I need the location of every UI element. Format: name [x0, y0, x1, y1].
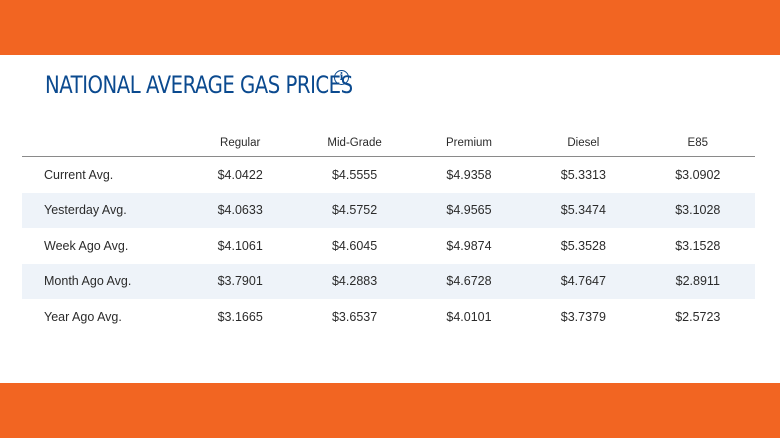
- column-header: Premium: [411, 130, 527, 157]
- price-cell: $2.5723: [675, 309, 721, 324]
- price-cell: $3.7379: [560, 309, 606, 324]
- table-header-row: Regular Mid-Grade Premium Diesel E85: [22, 130, 755, 157]
- price-cell: $2.8911: [640, 263, 755, 299]
- price-cell: $4.5555: [331, 167, 378, 182]
- price-cell: $3.0902: [675, 167, 721, 182]
- price-cell: $4.9874: [446, 238, 492, 253]
- price-cell: $4.0422: [217, 167, 263, 182]
- page-title: NATIONAL AVERAGE GAS PRICES: [45, 71, 353, 99]
- top-banner: [0, 0, 780, 55]
- price-cell: $5.3528: [560, 238, 606, 253]
- title-group: NATIONAL AVERAGE GAS PRICES i: [45, 68, 420, 102]
- row-label-header: [22, 130, 183, 157]
- table-row: Current Avg. $4.0422 $4.5555 $4.9358 $5.…: [22, 157, 755, 193]
- price-cell: $4.1061: [217, 238, 263, 253]
- row-label: Week Ago Avg.: [44, 238, 129, 253]
- row-label: Year Ago Avg.: [44, 309, 122, 324]
- bottom-banner: [0, 383, 780, 438]
- column-header: Diesel: [526, 130, 641, 157]
- column-header: Mid-Grade: [297, 130, 412, 157]
- price-cell: $4.9358: [446, 167, 492, 182]
- price-cell: $4.6728: [411, 263, 527, 299]
- price-cell: $3.7901: [183, 263, 298, 299]
- table-row: Month Ago Avg. $3.7901 $4.2883 $4.6728 $…: [22, 263, 755, 299]
- price-cell: $4.2883: [297, 263, 412, 299]
- price-cell: $4.5752: [297, 192, 412, 228]
- row-label: Current Avg.: [44, 167, 114, 182]
- price-cell: $4.0101: [446, 309, 492, 324]
- row-label: Month Ago Avg.: [22, 263, 183, 299]
- price-cell: $3.1028: [640, 192, 755, 228]
- table-row: Yesterday Avg. $4.0633 $4.5752 $4.9565 $…: [22, 192, 755, 228]
- gas-prices-table: Regular Mid-Grade Premium Diesel E85 Cur…: [22, 130, 755, 335]
- price-cell: $4.6045: [331, 238, 378, 253]
- price-cell: $3.1665: [217, 309, 263, 324]
- price-cell: $4.9565: [411, 192, 527, 228]
- price-cell: $3.6537: [331, 309, 378, 324]
- price-cell: $5.3313: [560, 167, 606, 182]
- price-cell: $3.1528: [675, 238, 721, 253]
- table-row: Year Ago Avg. $3.1665 $3.6537 $4.0101 $3…: [22, 299, 755, 335]
- info-icon[interactable]: i: [334, 70, 349, 85]
- column-header: Regular: [183, 130, 298, 157]
- price-cell: $4.0633: [183, 192, 298, 228]
- row-label: Yesterday Avg.: [22, 192, 183, 228]
- price-cell: $4.7647: [526, 263, 641, 299]
- column-header: E85: [640, 130, 755, 157]
- table-row: Week Ago Avg. $4.1061 $4.6045 $4.9874 $5…: [22, 228, 755, 264]
- price-cell: $5.3474: [526, 192, 641, 228]
